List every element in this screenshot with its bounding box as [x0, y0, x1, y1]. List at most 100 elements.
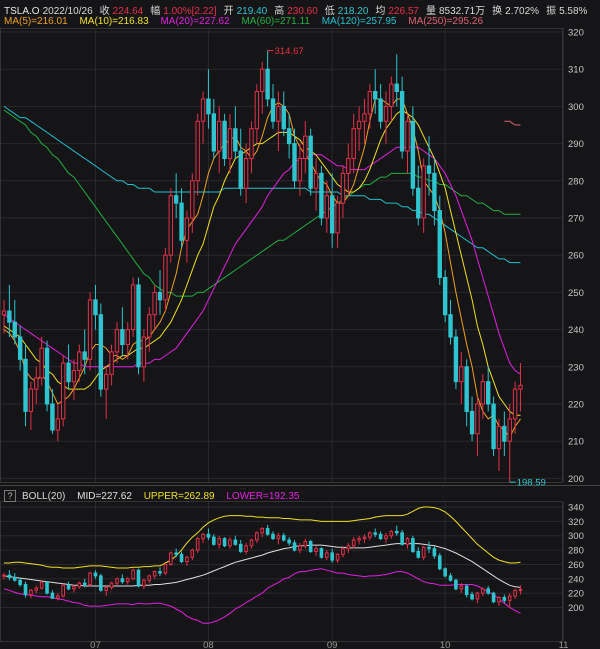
main-ytick-label: 260 [568, 251, 584, 262]
boll-candle-body [120, 578, 125, 583]
candle-body [459, 366, 464, 383]
boll-candle-body [362, 536, 367, 540]
candle-body [362, 113, 367, 122]
main-ytick-label: 250 [568, 288, 584, 299]
boll-candle-body [518, 589, 523, 592]
turn-label: 换 [492, 6, 503, 17]
candle-body [227, 128, 233, 159]
x-tick-label: 09 [327, 640, 338, 649]
boll-mid-legend: MID=227.62 [77, 491, 132, 502]
boll-candle-body [497, 596, 501, 603]
candle-body [346, 157, 351, 174]
boll-candle-body [507, 595, 512, 601]
candle-body [50, 403, 55, 431]
boll-ytick-label: 320 [568, 517, 584, 528]
boll-candle-body [475, 592, 480, 600]
x-tick-label: 10 [440, 640, 451, 649]
main-ytick-label: 290 [568, 139, 584, 150]
ma60-legend: MA(60)=271.11 [241, 16, 310, 27]
boll-candle-body [384, 535, 388, 540]
avg-label: 均 [375, 6, 386, 17]
boll-lower-legend: LOWER=192.35 [226, 491, 300, 502]
candle-body [173, 195, 179, 204]
boll-candle-body [72, 586, 76, 590]
boll-candle-body [233, 539, 238, 545]
boll-candle-body [222, 538, 227, 547]
boll-candle-body [368, 532, 372, 538]
candle-body [60, 362, 66, 420]
chg-label: 幅 [150, 6, 161, 17]
boll-candle-body [443, 568, 447, 577]
boll-candle-body [454, 579, 458, 590]
candle-body [410, 120, 416, 189]
boll-candle-body [481, 588, 485, 594]
boll-candle-body [437, 555, 442, 570]
boll-legend: BOLL(20) MID=227.62 UPPER=262.89 LOWER=1… [22, 491, 308, 502]
candle-body [77, 351, 82, 372]
boll-candle-body [206, 533, 211, 538]
candle-body [313, 172, 319, 189]
boll-candle-body [314, 548, 318, 553]
ma5-line [3, 98, 521, 439]
candle-body [243, 157, 249, 189]
ma-legend: MA(5)=216.01 MA(10)=216.83 MA(20)=227.62… [4, 16, 492, 27]
candle-body [453, 336, 459, 383]
boll-ytick-label: 260 [568, 560, 584, 571]
boll-candle-body [416, 551, 421, 558]
candle-body [518, 384, 523, 390]
boll-candle-body [7, 574, 12, 578]
boll-candle-body [459, 585, 464, 590]
candle-body [217, 120, 222, 152]
boll-candle-body [212, 536, 216, 545]
boll-candle-body [66, 584, 71, 590]
boll-candle-body [2, 574, 6, 577]
main-ytick-label: 220 [568, 400, 584, 411]
boll-candle-body [12, 576, 17, 581]
low-marker-label: 198.59 [517, 478, 546, 489]
candle-body [378, 98, 383, 122]
boll-ytick-label: 220 [568, 589, 584, 600]
vol-label: 量 [425, 6, 436, 17]
boll-candle-body [464, 585, 469, 596]
amp-label: 振 [546, 6, 557, 17]
candle-body [340, 172, 346, 204]
main-ytick-label: 310 [568, 65, 584, 76]
candle-body [211, 113, 217, 152]
boll-candle-body [163, 563, 168, 574]
candle-body [270, 98, 276, 122]
candle-body [136, 284, 141, 368]
x-tick-label: 08 [203, 640, 214, 649]
candle-body [507, 418, 512, 442]
boll-candle-body [131, 569, 135, 580]
candle-body [416, 187, 421, 219]
candle-body [17, 336, 23, 360]
boll-upper-line [4, 506, 521, 569]
close-value: 224.64 [112, 6, 144, 17]
boll-ytick-label: 240 [568, 574, 584, 585]
symbol-label: TSLA.O [4, 6, 40, 17]
candle-body [7, 310, 12, 323]
boll-lower-line [3, 568, 521, 624]
boll-ytick-label: 340 [568, 503, 584, 514]
boll-candle-body [292, 542, 297, 551]
main-ytick-label: 270 [568, 214, 584, 225]
boll-candle-body [400, 532, 404, 545]
boll-candle-body [158, 571, 162, 574]
open-label: 开 [223, 6, 234, 17]
candle-body [389, 83, 394, 107]
boll-candle-body [228, 539, 232, 547]
high-label: 高 [274, 6, 285, 17]
candle-body [426, 165, 432, 174]
candle-body [442, 277, 448, 316]
boll-candle-body [217, 538, 221, 545]
date-label: 2022/10/26 [42, 6, 93, 17]
chg-value: 1.00%[2.22] [163, 6, 217, 17]
boll-candle-body [271, 533, 275, 540]
candle-body [421, 165, 426, 219]
candle-body [486, 381, 491, 405]
candle-body [351, 128, 356, 159]
indicator-help-button[interactable]: ? [4, 490, 16, 502]
boll-candle-body [147, 575, 152, 581]
candle-body [44, 347, 50, 405]
